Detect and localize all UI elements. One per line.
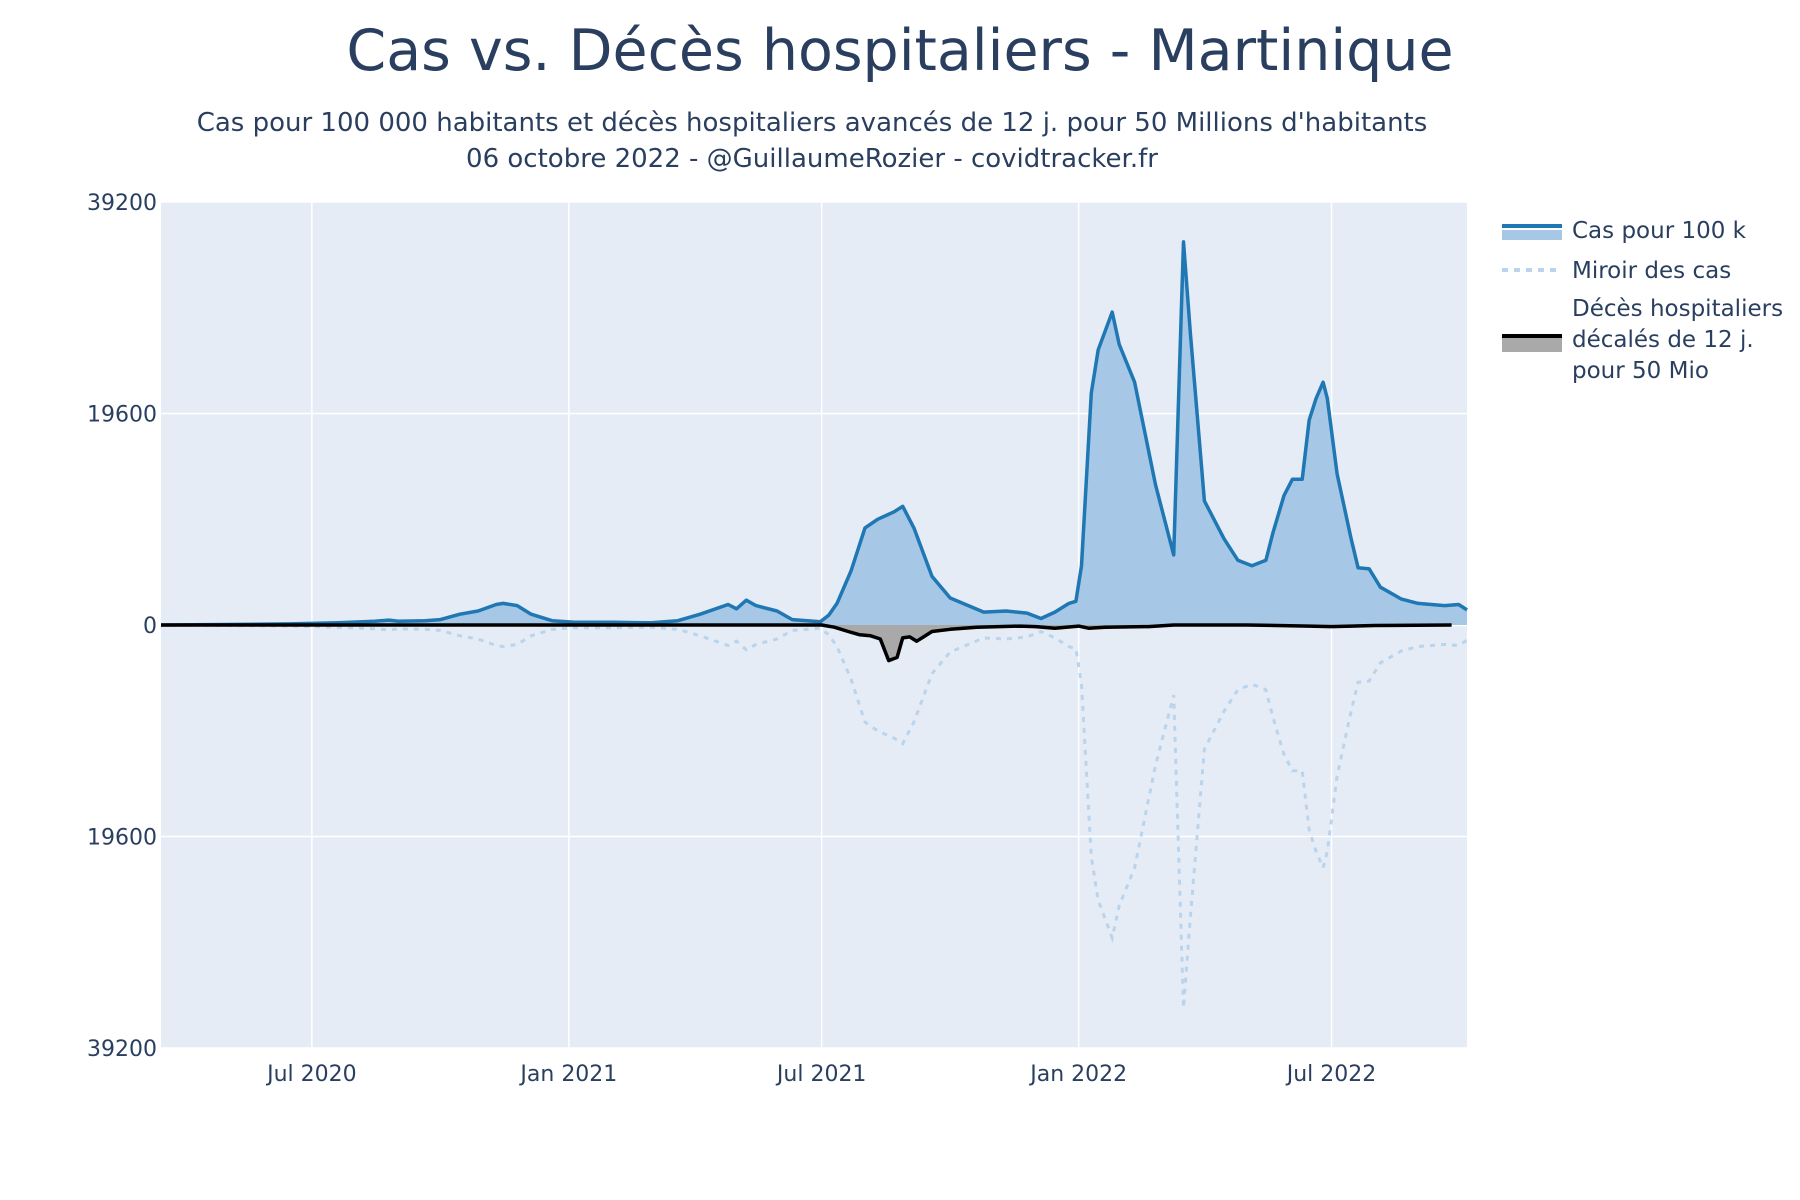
x-axis: Jul 2020 Jan 2021 Jul 2021 Jan 2022 Jul 2022 [265, 1062, 1376, 1087]
x-tick-label-4: Jul 2022 [1285, 1062, 1377, 1087]
legend-label-deaths-line3: pour 50 Mio [1572, 358, 1709, 384]
x-tick-label-0: Jul 2020 [265, 1062, 357, 1087]
cases-area-fill [161, 241, 1467, 625]
legend-label-deaths-line1: Décès hospitaliers [1572, 296, 1783, 322]
y-tick-label-1: 19600 [87, 403, 157, 428]
x-tick-label-1: Jan 2021 [518, 1062, 617, 1087]
y-tick-label-0: 39200 [87, 191, 157, 216]
legend-item-mirror[interactable]: Miroir des cas [1502, 258, 1731, 284]
y-tick-label-2: 0 [143, 614, 157, 639]
chart-date-credit: 06 octobre 2022 - @GuillaumeRozier - cov… [466, 144, 1158, 174]
legend-item-cases[interactable]: Cas pour 100 k [1502, 218, 1747, 244]
legend-label-mirror: Miroir des cas [1572, 258, 1731, 284]
legend-item-deaths[interactable]: Décès hospitaliers décalés de 12 j. pour… [1502, 296, 1783, 384]
x-tick-label-3: Jan 2022 [1028, 1062, 1127, 1087]
legend: Cas pour 100 k Miroir des cas Décès hosp… [1502, 218, 1783, 384]
series-areas [160, 240, 1468, 1009]
legend-label-cases: Cas pour 100 k [1572, 218, 1747, 244]
legend-swatch-deaths-fill [1502, 338, 1562, 352]
legend-label-deaths-line2: décalés de 12 j. [1572, 327, 1754, 353]
cases-line [160, 240, 1468, 627]
deaths-line [161, 623, 1452, 663]
legend-swatch-cases-fill [1502, 230, 1562, 240]
y-tick-label-4: 39200 [87, 1037, 157, 1062]
x-tick-label-2: Jul 2021 [775, 1062, 867, 1087]
chart-title: Cas vs. Décès hospitaliers - Martinique [346, 18, 1454, 84]
chart-subtitle: Cas pour 100 000 habitants et décès hosp… [196, 108, 1428, 138]
mirror-line [160, 623, 1468, 1009]
y-axis: 39200 19600 0 19600 39200 [87, 191, 157, 1062]
y-tick-label-3: 19600 [87, 826, 157, 851]
